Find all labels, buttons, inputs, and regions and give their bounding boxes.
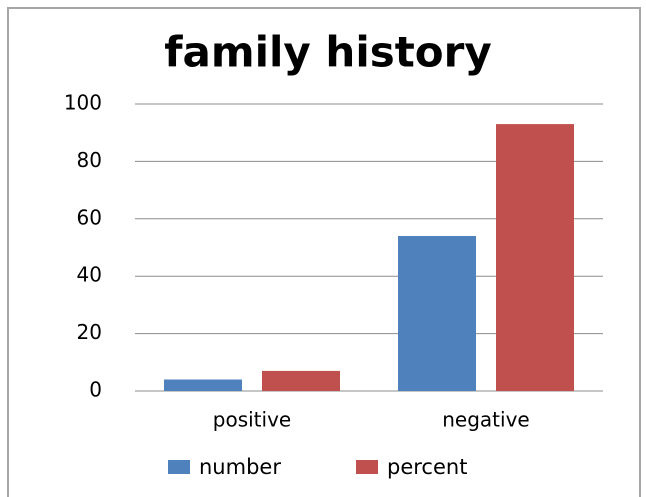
bar xyxy=(164,379,242,391)
x-tick-label: positive xyxy=(213,408,291,432)
y-tick-label: 80 xyxy=(77,148,102,172)
legend-swatch xyxy=(168,460,190,474)
bar xyxy=(262,370,340,391)
y-tick-label: 60 xyxy=(77,205,102,229)
bar xyxy=(496,124,574,391)
y-tick-label: 20 xyxy=(77,320,102,344)
x-tick-label: negative xyxy=(442,408,529,432)
legend-label: percent xyxy=(387,455,467,479)
bar xyxy=(398,236,476,391)
chart-title: family history xyxy=(164,28,492,77)
legend-label: number xyxy=(199,455,281,479)
y-tick-label: 40 xyxy=(77,263,102,287)
y-tick-label: 0 xyxy=(89,378,102,402)
legend-swatch xyxy=(356,460,378,474)
y-tick-label: 100 xyxy=(64,91,102,115)
